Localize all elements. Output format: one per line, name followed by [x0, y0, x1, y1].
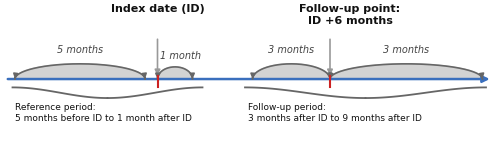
Text: 3 months: 3 months	[383, 45, 430, 55]
Polygon shape	[158, 67, 192, 79]
Text: 5 months: 5 months	[57, 45, 103, 55]
Text: Index date (ID): Index date (ID)	[110, 4, 204, 14]
Text: Follow-up point:
ID +6 months: Follow-up point: ID +6 months	[300, 4, 400, 26]
Text: Follow-up period:
3 months after ID to 9 months after ID: Follow-up period: 3 months after ID to 9…	[248, 103, 422, 123]
Polygon shape	[15, 64, 145, 79]
Text: 1 month: 1 month	[160, 51, 200, 61]
Text: 3 months: 3 months	[268, 45, 314, 55]
Polygon shape	[330, 64, 482, 79]
Polygon shape	[252, 64, 330, 79]
Text: Reference period:
5 months before ID to 1 month after ID: Reference period: 5 months before ID to …	[15, 103, 192, 123]
